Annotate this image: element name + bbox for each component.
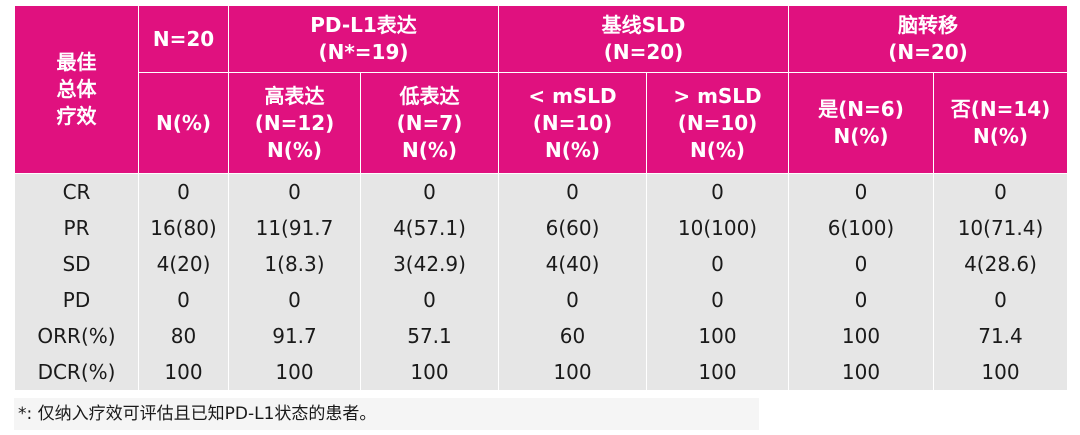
table-cell: 0 [228, 282, 361, 318]
group-pdl1-n: (N*=19) [318, 40, 409, 64]
row-label: ORR(%) [14, 318, 139, 354]
sub-yes-title: 是(N=6) [818, 97, 904, 121]
row-label: SD [14, 246, 139, 282]
table-cell: 60 [498, 318, 647, 354]
table-cell: 100 [228, 354, 361, 390]
sub-no-title: 否(N=14) [950, 97, 1051, 121]
group-brain-title: 脑转移 [898, 13, 958, 37]
table-cell: 0 [498, 282, 647, 318]
group-sld-n: (N=20) [603, 40, 684, 64]
sub-header-all: N(%) [138, 72, 229, 174]
table-cell: 0 [228, 173, 361, 210]
table-cell: 57.1 [360, 318, 499, 354]
table-cell: 4(28.6) [932, 246, 1069, 282]
table-cell: 4(20) [138, 246, 229, 282]
table-cell: 6(100) [788, 210, 934, 246]
table-cell: 10(71.4) [932, 210, 1069, 246]
sub-header-brain-no: 否(N=14) N(%) [932, 72, 1069, 174]
row-label: DCR(%) [14, 354, 139, 390]
sub-high-unit: N(%) [266, 137, 323, 162]
group-header-all: N=20 [138, 5, 229, 73]
group-all-label: N=20 [152, 26, 215, 51]
table-cell: 11(91.7 [228, 210, 361, 246]
table-cell: 100 [138, 354, 229, 390]
sub-all-unit: N(%) [155, 110, 212, 135]
sub-header-brain-yes: 是(N=6) N(%) [788, 72, 934, 174]
table-cell: 0 [788, 282, 934, 318]
table-row: ORR(%) 80 91.7 57.1 60 100 100 71.4 [14, 318, 1069, 354]
table-cell: 100 [646, 318, 789, 354]
row-label-line-2: 总体 [56, 77, 97, 101]
sub-low-title: 低表达 [399, 83, 460, 108]
row-label: PD [14, 282, 139, 318]
table-cell: 100 [646, 354, 789, 390]
sub-gt-title: > mSLD [673, 83, 762, 108]
footnote: *: 仅纳入疗效可评估且已知PD-L1状态的患者。 [14, 398, 759, 430]
row-label: CR [14, 173, 139, 210]
table-cell: 0 [138, 173, 229, 210]
sub-low-n: (N=7) [396, 110, 463, 135]
table-row: CR 0 0 0 0 0 0 0 [14, 173, 1069, 210]
group-header-pdl1: PD-L1表达 (N*=19) [228, 5, 499, 73]
sub-header-low: 低表达 (N=7) N(%) [360, 72, 499, 174]
table-cell: 4(57.1) [360, 210, 499, 246]
row-label: PR [14, 210, 139, 246]
table-cell: 0 [360, 282, 499, 318]
header-row-groups: 最佳 总体 疗效 N=20 PD-L1表达 (N*=19) 基线SLD (N=2… [14, 5, 1069, 174]
best-overall-response-table: 最佳 总体 疗效 N=20 PD-L1表达 (N*=19) 基线SLD (N=2… [14, 5, 1069, 390]
table-cell: 100 [932, 354, 1069, 390]
table-cell: 0 [788, 173, 934, 210]
table-cell: 16(80) [138, 210, 229, 246]
table-cell: 71.4 [932, 318, 1069, 354]
group-sld-title: 基线SLD [601, 13, 686, 37]
table-row: SD 4(20) 1(8.3) 3(42.9) 4(40) 0 0 4(28.6) [14, 246, 1069, 282]
group-header-sld: 基线SLD (N=20) [498, 5, 789, 73]
group-pdl1-title: PD-L1表达 [310, 13, 417, 37]
group-header-brain: 脑转移 (N=20) [787, 5, 1069, 73]
table-cell: 0 [646, 246, 789, 282]
table-cell: 0 [932, 173, 1069, 210]
sub-gt-n: (N=10) [677, 110, 758, 135]
sub-high-n: (N=12) [254, 110, 335, 135]
table-cell: 100 [360, 354, 499, 390]
table-cell: 100 [498, 354, 647, 390]
table-cell: 100 [788, 318, 934, 354]
table-row: PR 16(80) 11(91.7 4(57.1) 6(60) 10(100) 6(100)… [14, 210, 1069, 246]
row-label-line-1: 最佳 [56, 50, 97, 74]
table-cell: 0 [646, 282, 789, 318]
header-row-subgroups: N(%) 高表达 (N=12) N(%) 低表达 (N=7) N(%) < mS… [15, 72, 1069, 174]
table-cell: 0 [360, 173, 499, 210]
table-cell: 0 [932, 282, 1069, 318]
sub-header-lt-msld: < mSLD (N=10) N(%) [498, 72, 647, 174]
table-cell: 3(42.9) [360, 246, 499, 282]
sub-header-gt-msld: > mSLD (N=10) N(%) [646, 72, 789, 174]
table-cell: 1(8.3) [228, 246, 361, 282]
table-cell: 0 [498, 173, 647, 210]
table-cell: 0 [646, 173, 789, 210]
table-body: CR 0 0 0 0 0 0 0 PR 16(80) 11(91.7 4(57.1) 6(60) 10(1… [14, 173, 1069, 390]
row-label-header: 最佳 总体 疗效 [14, 5, 139, 174]
sub-gt-unit: N(%) [689, 137, 746, 162]
sub-yes-unit: N(%) [833, 124, 889, 148]
sub-lt-title: < mSLD [528, 83, 617, 108]
sub-high-title: 高表达 [264, 83, 325, 108]
table-cell: 6(60) [498, 210, 647, 246]
group-brain-n: (N=20) [888, 40, 968, 64]
table-cell: 4(40) [498, 246, 647, 282]
table-cell: 0 [788, 246, 934, 282]
table-cell: 91.7 [228, 318, 361, 354]
sub-lt-n: (N=10) [532, 110, 613, 135]
table-cell: 10(100) [646, 210, 789, 246]
row-label-line-3: 疗效 [56, 104, 97, 128]
sub-no-unit: N(%) [972, 124, 1029, 148]
table-row: PD 0 0 0 0 0 0 0 [14, 282, 1069, 318]
sub-lt-unit: N(%) [544, 137, 601, 162]
table-row: DCR(%) 100 100 100 100 100 100 100 [14, 354, 1069, 390]
sub-header-high: 高表达 (N=12) N(%) [228, 72, 361, 174]
table-cell: 100 [788, 354, 934, 390]
table-cell: 0 [138, 282, 229, 318]
sub-low-unit: N(%) [401, 137, 458, 162]
table-cell: 80 [138, 318, 229, 354]
